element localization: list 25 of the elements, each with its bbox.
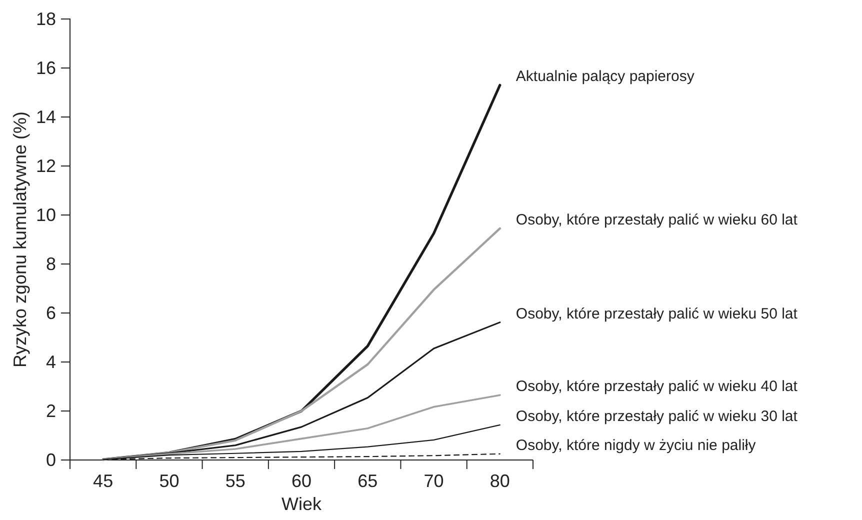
y-tick-label: 14: [36, 106, 56, 127]
series-label: Osoby, które nigdy w życiu nie paliły: [516, 436, 756, 454]
y-tick-label: 2: [46, 400, 56, 421]
y-tick-label: 12: [36, 156, 56, 176]
y-tick-label: 4: [46, 352, 56, 372]
x-axis-title: Wiek: [282, 494, 322, 514]
x-tick-label: 50: [159, 470, 180, 491]
y-tick-label: 0: [46, 450, 56, 470]
x-tick-label: 55: [225, 470, 246, 491]
y-axis-title: Ryzyko zgonu kumulatywne (%): [10, 111, 30, 368]
y-tick-label: 18: [36, 8, 56, 29]
x-tick-label: 65: [358, 470, 378, 491]
x-tick-label: 70: [424, 470, 444, 491]
y-tick-label: 8: [46, 254, 56, 274]
y-tick-label: 16: [36, 58, 56, 78]
series-label: Osoby, które przestały palić w wieku 50 lat: [516, 305, 798, 322]
series-label: Osoby, które przestały palić w wieku 60 lat: [516, 211, 798, 228]
x-tick-label: 60: [291, 470, 312, 491]
y-tick-label: 10: [36, 204, 56, 225]
series-label: Osoby, które przestały palić w wieku 40 lat: [516, 378, 798, 396]
x-tick-label: 45: [93, 470, 114, 491]
x-tick-label: 80: [490, 470, 510, 491]
series-label: Aktualnie palący papierosy: [516, 68, 695, 86]
series-label: Osoby, które przestały palić w wieku 30 lat: [516, 408, 798, 425]
y-tick-label: 6: [46, 302, 56, 323]
